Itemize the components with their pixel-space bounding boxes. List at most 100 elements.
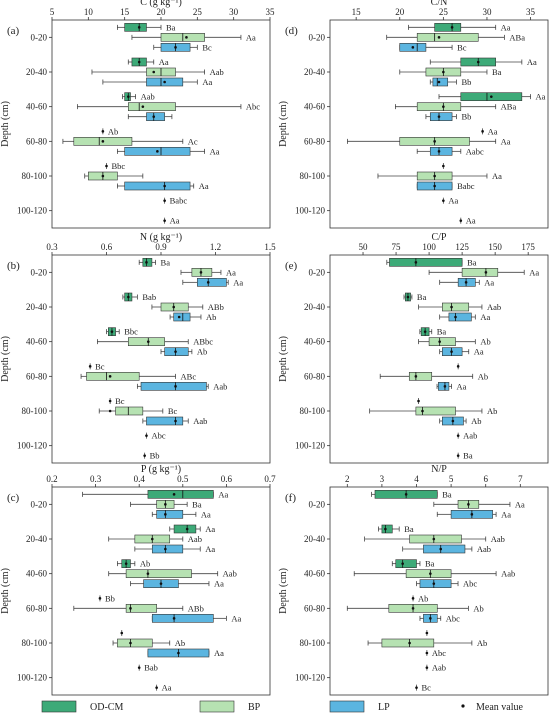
significance-label: Abc	[446, 613, 460, 623]
box-od-cm-0-20: Ba	[386, 257, 477, 267]
significance-label: ABb	[188, 603, 204, 613]
significance-label: Bbc	[124, 327, 138, 337]
mean-marker	[425, 666, 429, 669]
significance-label: Aa	[501, 136, 511, 146]
mean-marker	[415, 686, 418, 689]
significance-label: Ab	[140, 559, 150, 569]
mean-marker	[470, 513, 474, 516]
box-bp-40-60: ABbc	[97, 337, 213, 347]
y-axis-label: Depth (cm)	[0, 336, 11, 382]
legend-item-lp: LP	[329, 700, 390, 713]
box-lp-100-120: Bb	[143, 451, 160, 461]
significance-label: Abc	[246, 102, 260, 112]
box-lp-20-40: Aa	[439, 312, 490, 322]
box-lp-60-80: Aab	[136, 381, 227, 391]
mean-marker	[425, 651, 429, 655]
mean-marker	[425, 631, 429, 635]
box-lp-100-120: Aa	[155, 683, 172, 693]
plot-frame	[329, 486, 549, 696]
y-axis-label: Depth (cm)	[0, 568, 11, 614]
significance-label: Ab	[487, 406, 497, 416]
significance-label: Aab	[193, 416, 207, 426]
mean-marker	[156, 150, 159, 153]
significance-label: Aa	[214, 579, 224, 589]
panels: 5 10 15 20 25 30 35C (g kg⁻¹)(a)0-2020-4040-60…	[0, 0, 549, 696]
mean-marker	[411, 46, 415, 49]
box-lp-100-120: Aa	[459, 216, 476, 226]
significance-label: Ba	[161, 257, 171, 267]
mean-marker	[456, 434, 460, 437]
box-od-cm-100-120: Bab	[137, 663, 158, 673]
mean-marker	[163, 199, 166, 202]
legend-label: Mean value	[476, 702, 523, 713]
box-od-cm-100-120: Aa	[442, 196, 458, 206]
box-od-cm-0-20: Ba	[138, 257, 171, 267]
box-bp-40-60: ABa	[394, 102, 516, 112]
iqr-box	[128, 337, 165, 346]
significance-label: Aa	[233, 277, 243, 287]
box-bp-0-20: Aa	[131, 32, 256, 42]
iqr-box	[124, 181, 191, 191]
mean-marker	[164, 503, 167, 506]
box-od-cm-20-40: Aa	[127, 57, 169, 67]
box-lp-80-100: Babc	[416, 181, 475, 191]
mean-marker	[172, 493, 176, 496]
legend-label: BP	[248, 702, 261, 713]
mean-marker	[432, 537, 436, 541]
box-lp-100-120: Aa	[163, 216, 180, 226]
significance-label: Aabc	[466, 146, 484, 156]
mean-marker	[177, 651, 180, 655]
box-od-cm-0-20: Aa	[82, 489, 228, 499]
significance-label: Aab	[463, 431, 477, 441]
significance-label: Ab	[108, 126, 118, 136]
box-od-cm-60-80: Bb	[98, 593, 115, 603]
box-lp-0-20: Aa	[151, 509, 211, 519]
legend-swatch	[329, 700, 365, 713]
box-bp-60-80: Aa	[347, 136, 511, 146]
mean-marker	[137, 60, 141, 64]
box-bp-60-80: Ab	[379, 371, 488, 381]
y-tick-label: 80-100	[22, 171, 48, 181]
box-lp-80-100: Aab	[142, 416, 207, 426]
mean-marker	[143, 454, 146, 457]
x-tick-label: 75	[392, 242, 402, 252]
x-tick-label: 5	[50, 7, 55, 17]
box-od-cm-80-100	[442, 163, 445, 169]
panel-f: 2 3 4 5 6 7 N/P (f) 0-20 20-40 40-60 60-80 80-100 100…	[278, 464, 549, 696]
y-tick-label: 100-120	[295, 673, 325, 683]
box-lp-20-40: Ab	[169, 312, 216, 322]
significance-label: Ab	[480, 337, 490, 347]
mean-marker	[433, 174, 436, 178]
x-tick-label: 0.5	[177, 474, 189, 484]
legend-item-bp: BP	[199, 700, 261, 713]
y-tick-label: 100-120	[17, 441, 47, 451]
x-tick-label: 30	[229, 7, 239, 17]
iqr-box	[408, 372, 433, 381]
x-axis-label: N/P	[431, 464, 447, 475]
significance-label: Bc	[168, 406, 178, 416]
box-od-cm-60-80: Aa	[481, 126, 498, 136]
iqr-box	[86, 372, 140, 381]
iqr-box	[146, 112, 165, 121]
mean-marker	[172, 305, 176, 309]
iqr-box	[432, 77, 449, 87]
mean-marker	[433, 184, 436, 188]
iqr-box	[117, 638, 153, 648]
iqr-box	[124, 23, 147, 32]
mean-marker	[439, 547, 443, 551]
significance-label: Ab	[473, 603, 483, 613]
mean-marker	[108, 409, 112, 413]
significance-label: Ba	[437, 327, 447, 337]
y-axis-label: Depth (cm)	[0, 101, 11, 147]
y-tick-label: 100-120	[295, 441, 325, 451]
iqr-box	[428, 337, 456, 346]
mean-marker	[163, 80, 166, 84]
significance-label: Aab	[487, 302, 501, 312]
iqr-box	[147, 490, 214, 499]
significance-label: Aab	[188, 534, 202, 544]
significance-label: Babc	[170, 196, 188, 206]
box-lp-80-100: Aa	[147, 648, 224, 658]
mean-marker	[101, 140, 105, 143]
significance-label: Aa	[527, 57, 537, 67]
y-tick-label: 100-120	[17, 673, 47, 683]
